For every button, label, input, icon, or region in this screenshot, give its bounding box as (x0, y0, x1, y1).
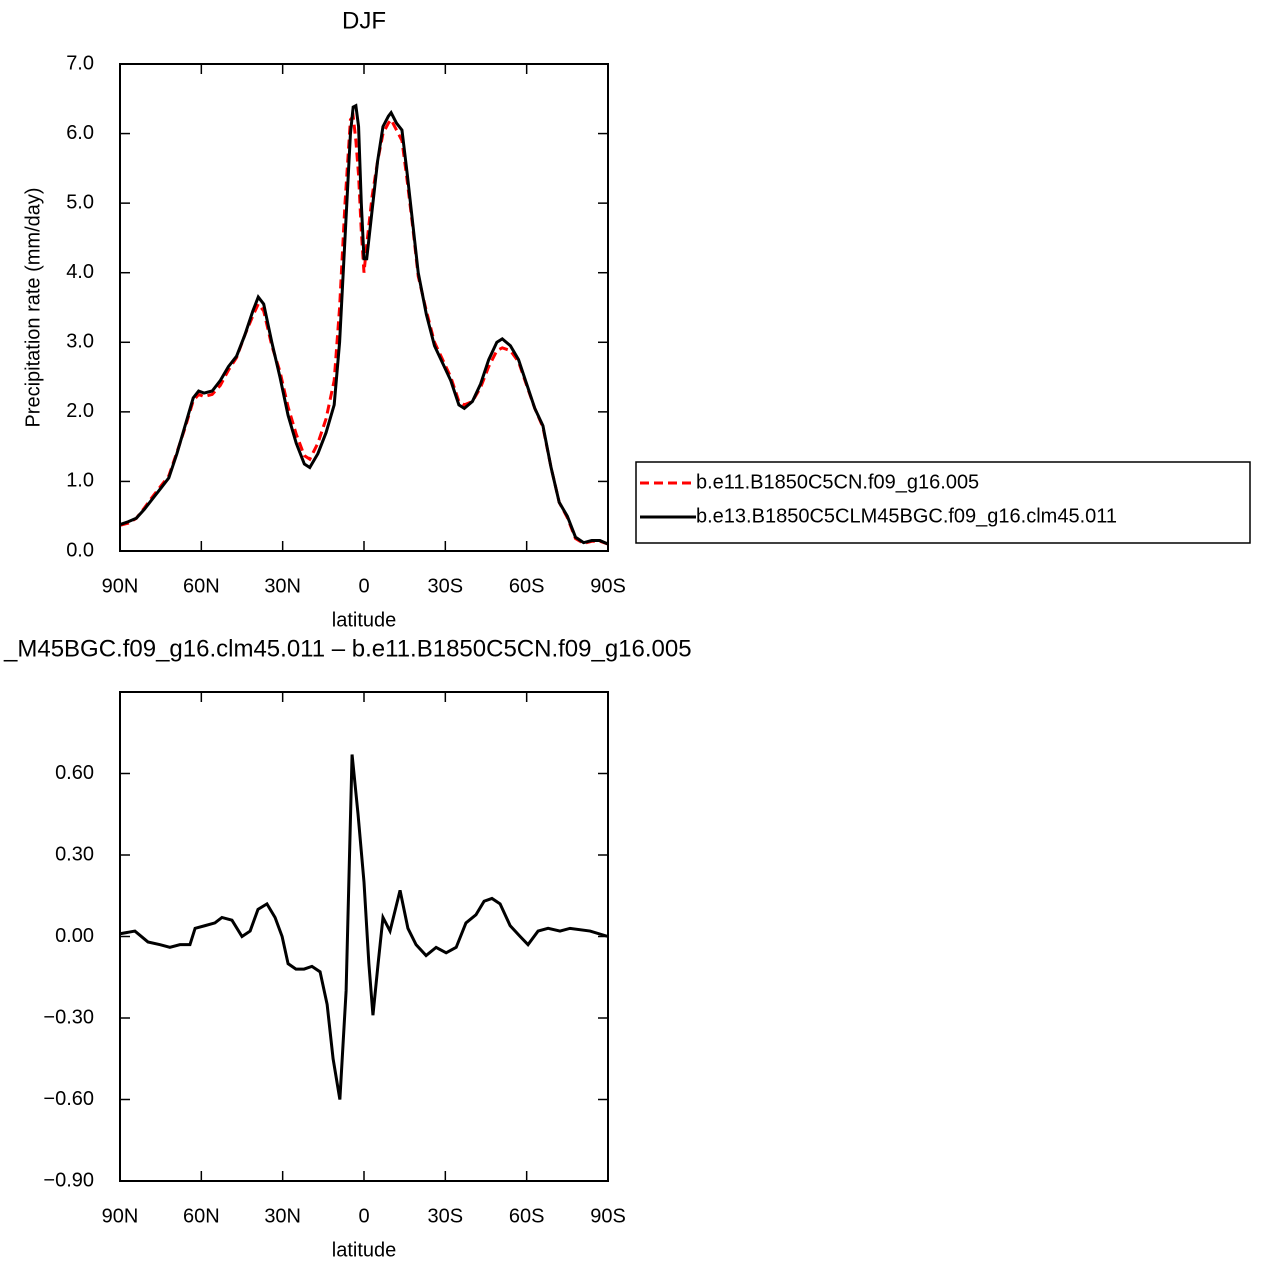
x-tick-label: 60N (183, 575, 220, 597)
y-axis-label: Precipitation rate (mm/day) (22, 187, 44, 427)
chart-title: _M45BGC.f09_g16.clm45.011 – b.e11.B1850C… (3, 635, 692, 662)
series-line (119, 754, 609, 1100)
y-tick-label: 1.0 (66, 470, 94, 492)
legend-label: b.e11.B1850C5CN.f09_g16.005 (696, 471, 979, 493)
series-line (119, 103, 609, 546)
plot-frame (119, 63, 609, 552)
x-tick-label: 30N (264, 575, 301, 597)
x-tick-label: 60S (509, 1205, 545, 1227)
x-tick-label: 30S (428, 575, 464, 597)
y-tick-label: −0.30 (43, 1006, 94, 1028)
x-tick-label: 90N (102, 575, 139, 597)
y-tick-label: 7.0 (66, 52, 94, 74)
legend-box (635, 461, 1251, 544)
x-axis-label: latitude (332, 609, 397, 631)
legend-label: b.e13.B1850C5CLM45BGC.f09_g16.clm45.011 (696, 505, 1117, 527)
x-tick-label: 0 (358, 1205, 369, 1227)
y-tick-label: 0.0 (66, 539, 94, 561)
plot-frame (119, 691, 609, 1182)
y-tick-label: 5.0 (66, 191, 94, 213)
y-tick-label: 0.30 (55, 843, 94, 865)
x-axis-label: latitude (332, 1239, 397, 1261)
x-tick-label: 30S (428, 1205, 464, 1227)
y-tick-label: −0.60 (43, 1088, 94, 1110)
x-tick-label: 90N (102, 1205, 139, 1227)
y-tick-label: 0.60 (55, 762, 94, 784)
x-tick-label: 60S (509, 575, 545, 597)
chart-title: DJF (342, 7, 386, 34)
x-tick-label: 90S (590, 575, 626, 597)
x-tick-label: 30N (264, 1205, 301, 1227)
y-tick-label: 4.0 (66, 261, 94, 283)
y-tick-label: 0.00 (55, 925, 94, 947)
x-tick-label: 90S (590, 1205, 626, 1227)
y-tick-label: 3.0 (66, 331, 94, 353)
x-tick-label: 60N (183, 1205, 220, 1227)
y-tick-label: 2.0 (66, 400, 94, 422)
y-tick-label: 6.0 (66, 122, 94, 144)
x-tick-label: 0 (358, 575, 369, 597)
y-tick-label: −0.90 (43, 1169, 94, 1191)
series-line (119, 112, 609, 546)
